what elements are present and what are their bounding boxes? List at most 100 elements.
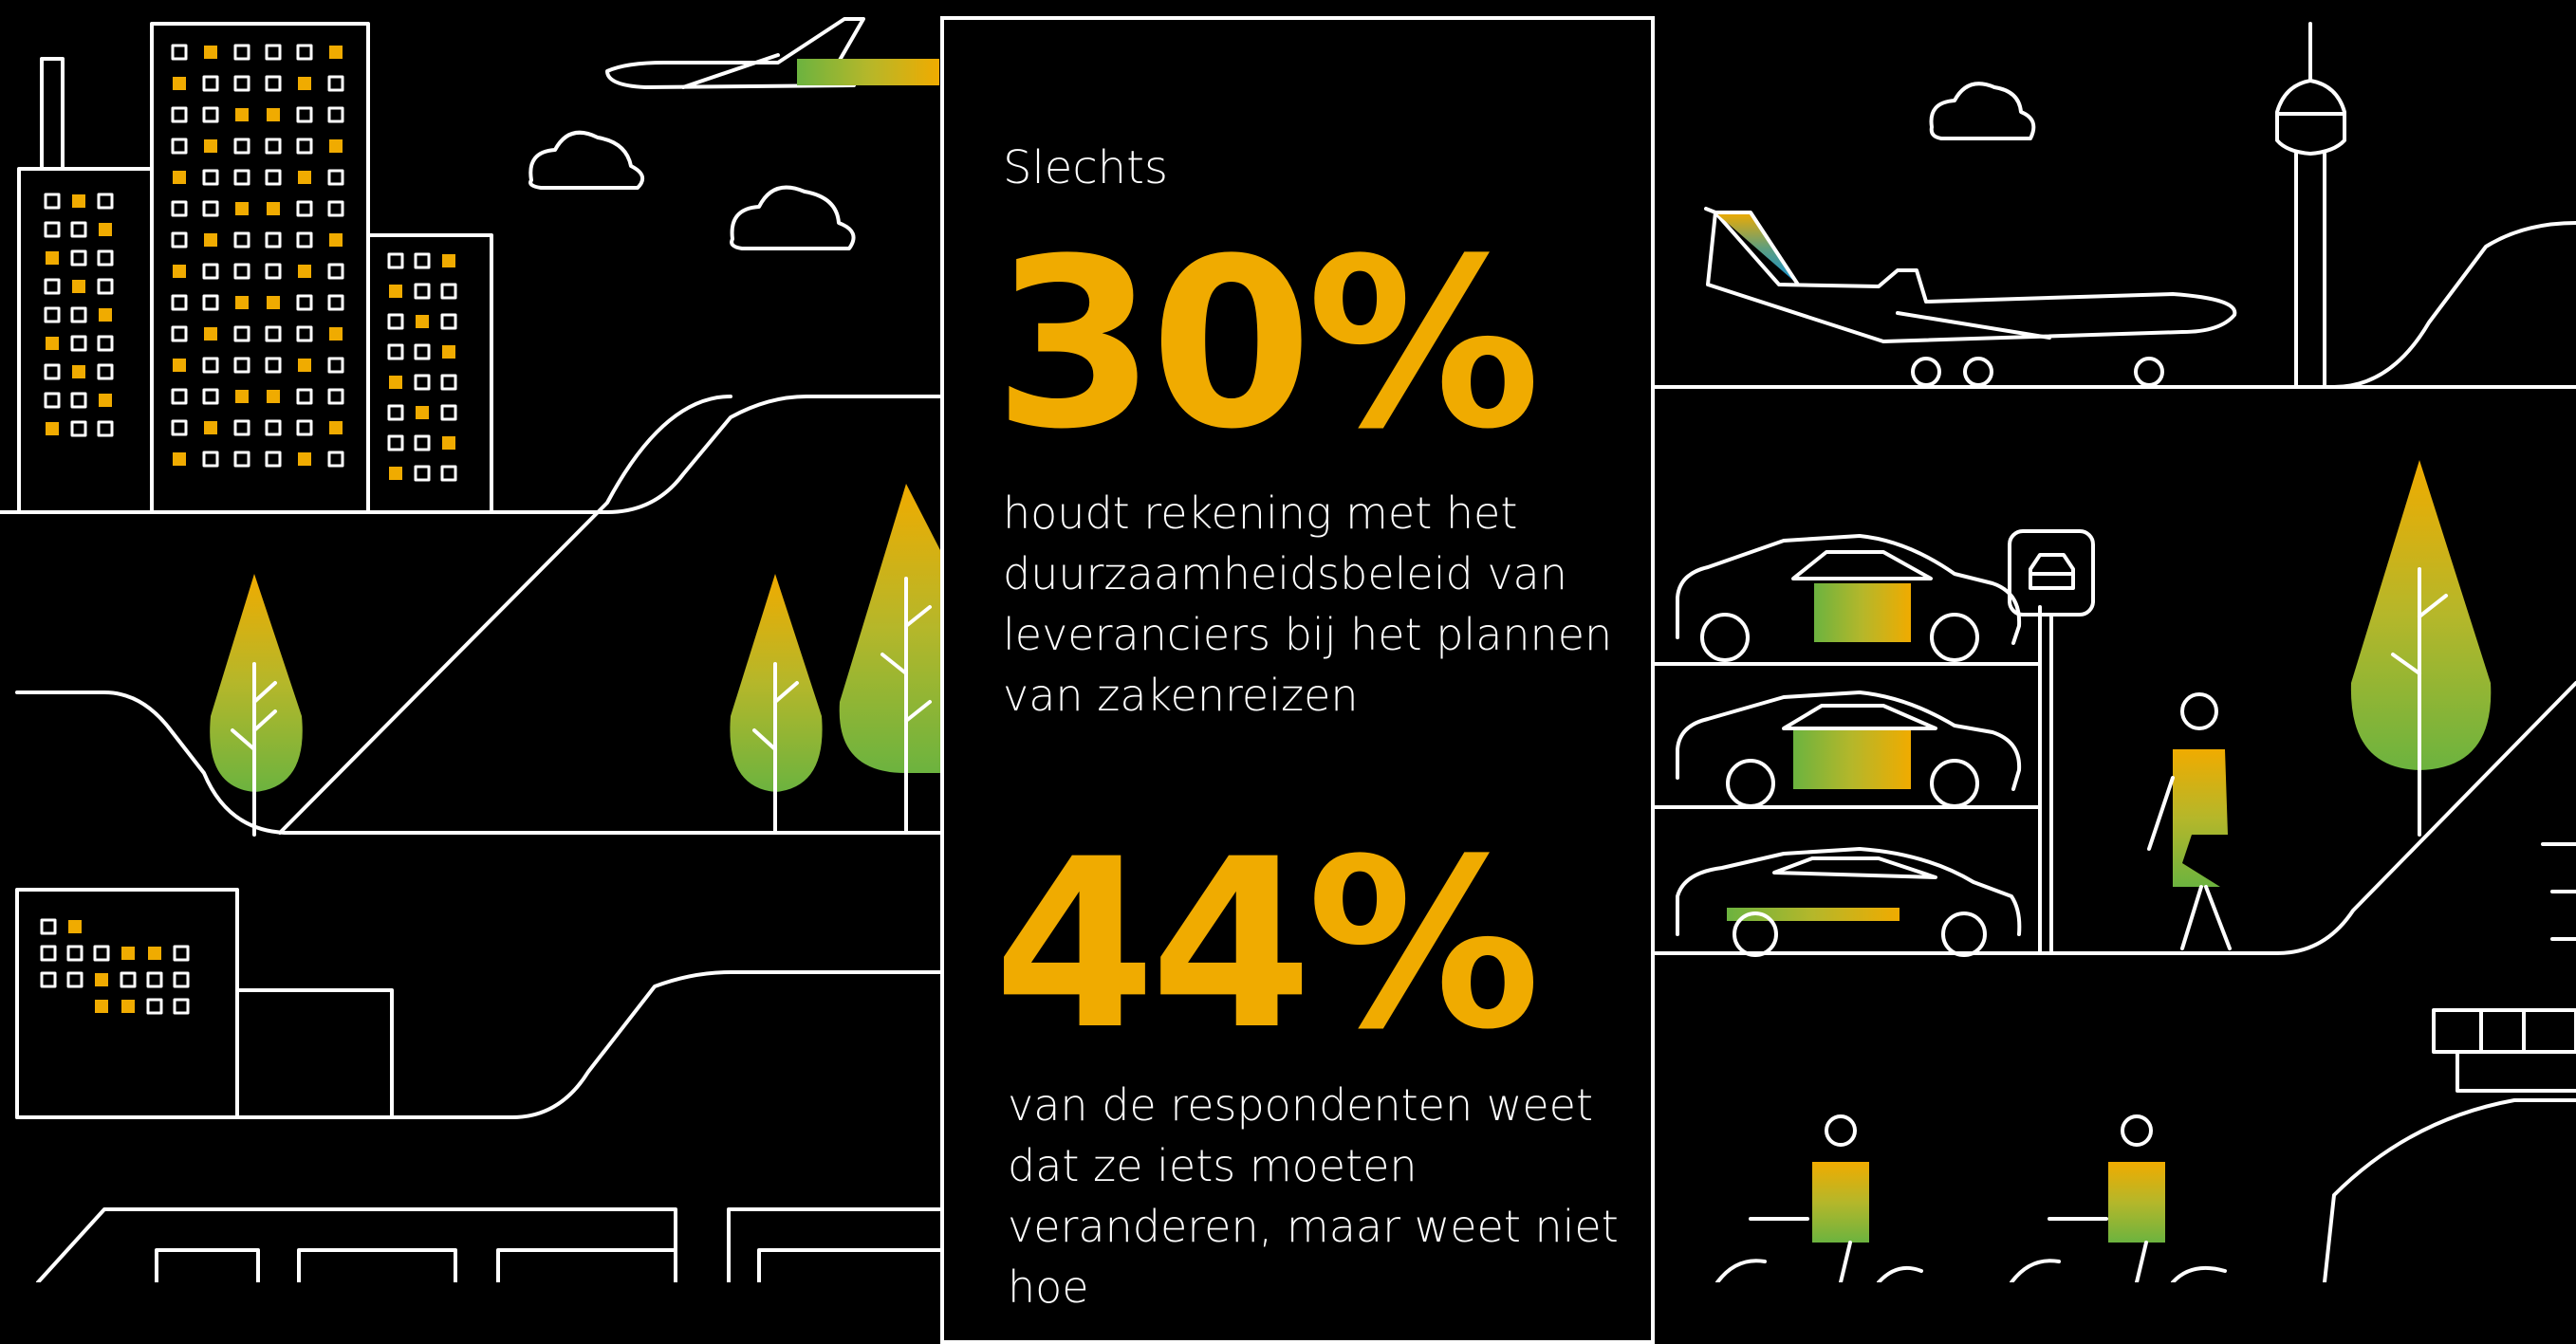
window xyxy=(235,390,249,403)
window xyxy=(173,77,186,90)
window xyxy=(46,337,59,350)
window xyxy=(171,325,188,342)
window xyxy=(416,406,429,419)
window xyxy=(440,313,457,330)
window xyxy=(329,421,343,434)
window xyxy=(233,419,250,436)
window xyxy=(327,357,344,374)
window xyxy=(440,374,457,391)
window xyxy=(146,971,163,988)
window xyxy=(387,434,404,451)
window xyxy=(70,335,87,352)
window xyxy=(173,359,186,372)
pedestrian-icon xyxy=(2147,692,2232,950)
airplane-icon xyxy=(1704,207,2237,387)
window xyxy=(204,139,217,153)
stat-value-1: 30% xyxy=(993,210,1541,481)
stat-description-1: houdt rekening met het duurzaamheidsbele… xyxy=(1003,488,1613,721)
window xyxy=(70,221,87,238)
window xyxy=(296,294,313,311)
window xyxy=(70,306,87,323)
window xyxy=(233,138,250,155)
window xyxy=(327,263,344,280)
window xyxy=(99,223,112,236)
window xyxy=(235,108,249,121)
window xyxy=(440,404,457,421)
window xyxy=(97,335,114,352)
window xyxy=(265,138,282,155)
window xyxy=(414,252,431,269)
parking-sign-icon xyxy=(2008,529,2095,955)
car-icon xyxy=(1676,847,2022,957)
window xyxy=(298,265,311,278)
tree-icon xyxy=(210,574,303,837)
window xyxy=(414,374,431,391)
cloud-icon xyxy=(528,82,2036,250)
window xyxy=(235,296,249,309)
window xyxy=(296,231,313,249)
window xyxy=(233,325,250,342)
window xyxy=(298,77,311,90)
window xyxy=(44,363,61,380)
building-windows xyxy=(44,44,457,482)
window xyxy=(66,945,83,962)
window xyxy=(202,169,219,186)
window xyxy=(202,294,219,311)
car-icon xyxy=(1676,690,2022,808)
window xyxy=(414,283,431,300)
window xyxy=(72,280,85,293)
window xyxy=(387,313,404,330)
window xyxy=(171,106,188,123)
window xyxy=(296,44,313,61)
window xyxy=(148,947,161,960)
window xyxy=(171,200,188,217)
window xyxy=(440,465,457,482)
window xyxy=(267,108,280,121)
window xyxy=(202,388,219,405)
window xyxy=(173,452,186,466)
window xyxy=(296,106,313,123)
window xyxy=(296,388,313,405)
window xyxy=(40,971,57,988)
window xyxy=(329,233,343,247)
window xyxy=(97,193,114,210)
low-building-icon xyxy=(15,888,394,1119)
window xyxy=(44,278,61,295)
airplane-icon xyxy=(605,17,939,89)
road-lines xyxy=(0,221,2576,1119)
window xyxy=(121,947,135,960)
window xyxy=(171,231,188,249)
window xyxy=(99,308,112,322)
window xyxy=(44,221,61,238)
window xyxy=(267,202,280,215)
window xyxy=(387,343,404,360)
window xyxy=(296,325,313,342)
window xyxy=(40,945,57,962)
window xyxy=(265,75,282,92)
window xyxy=(442,436,455,450)
window xyxy=(414,434,431,451)
window xyxy=(120,971,137,988)
window xyxy=(202,263,219,280)
window xyxy=(327,451,344,468)
lead-text: Slechts xyxy=(1003,141,1168,194)
window xyxy=(173,998,190,1015)
window xyxy=(327,106,344,123)
window xyxy=(204,327,217,341)
window xyxy=(46,422,59,435)
ship-icon xyxy=(2323,842,2576,1282)
window xyxy=(44,306,61,323)
window xyxy=(202,200,219,217)
window xyxy=(414,343,431,360)
cyclist-icon xyxy=(2010,1114,2227,1282)
window xyxy=(121,1000,135,1013)
window xyxy=(95,973,108,986)
window xyxy=(66,971,83,988)
window xyxy=(265,325,282,342)
window xyxy=(202,106,219,123)
window xyxy=(233,263,250,280)
window xyxy=(329,327,343,341)
window xyxy=(296,200,313,217)
window xyxy=(70,392,87,409)
tree-icon xyxy=(2350,460,2492,837)
